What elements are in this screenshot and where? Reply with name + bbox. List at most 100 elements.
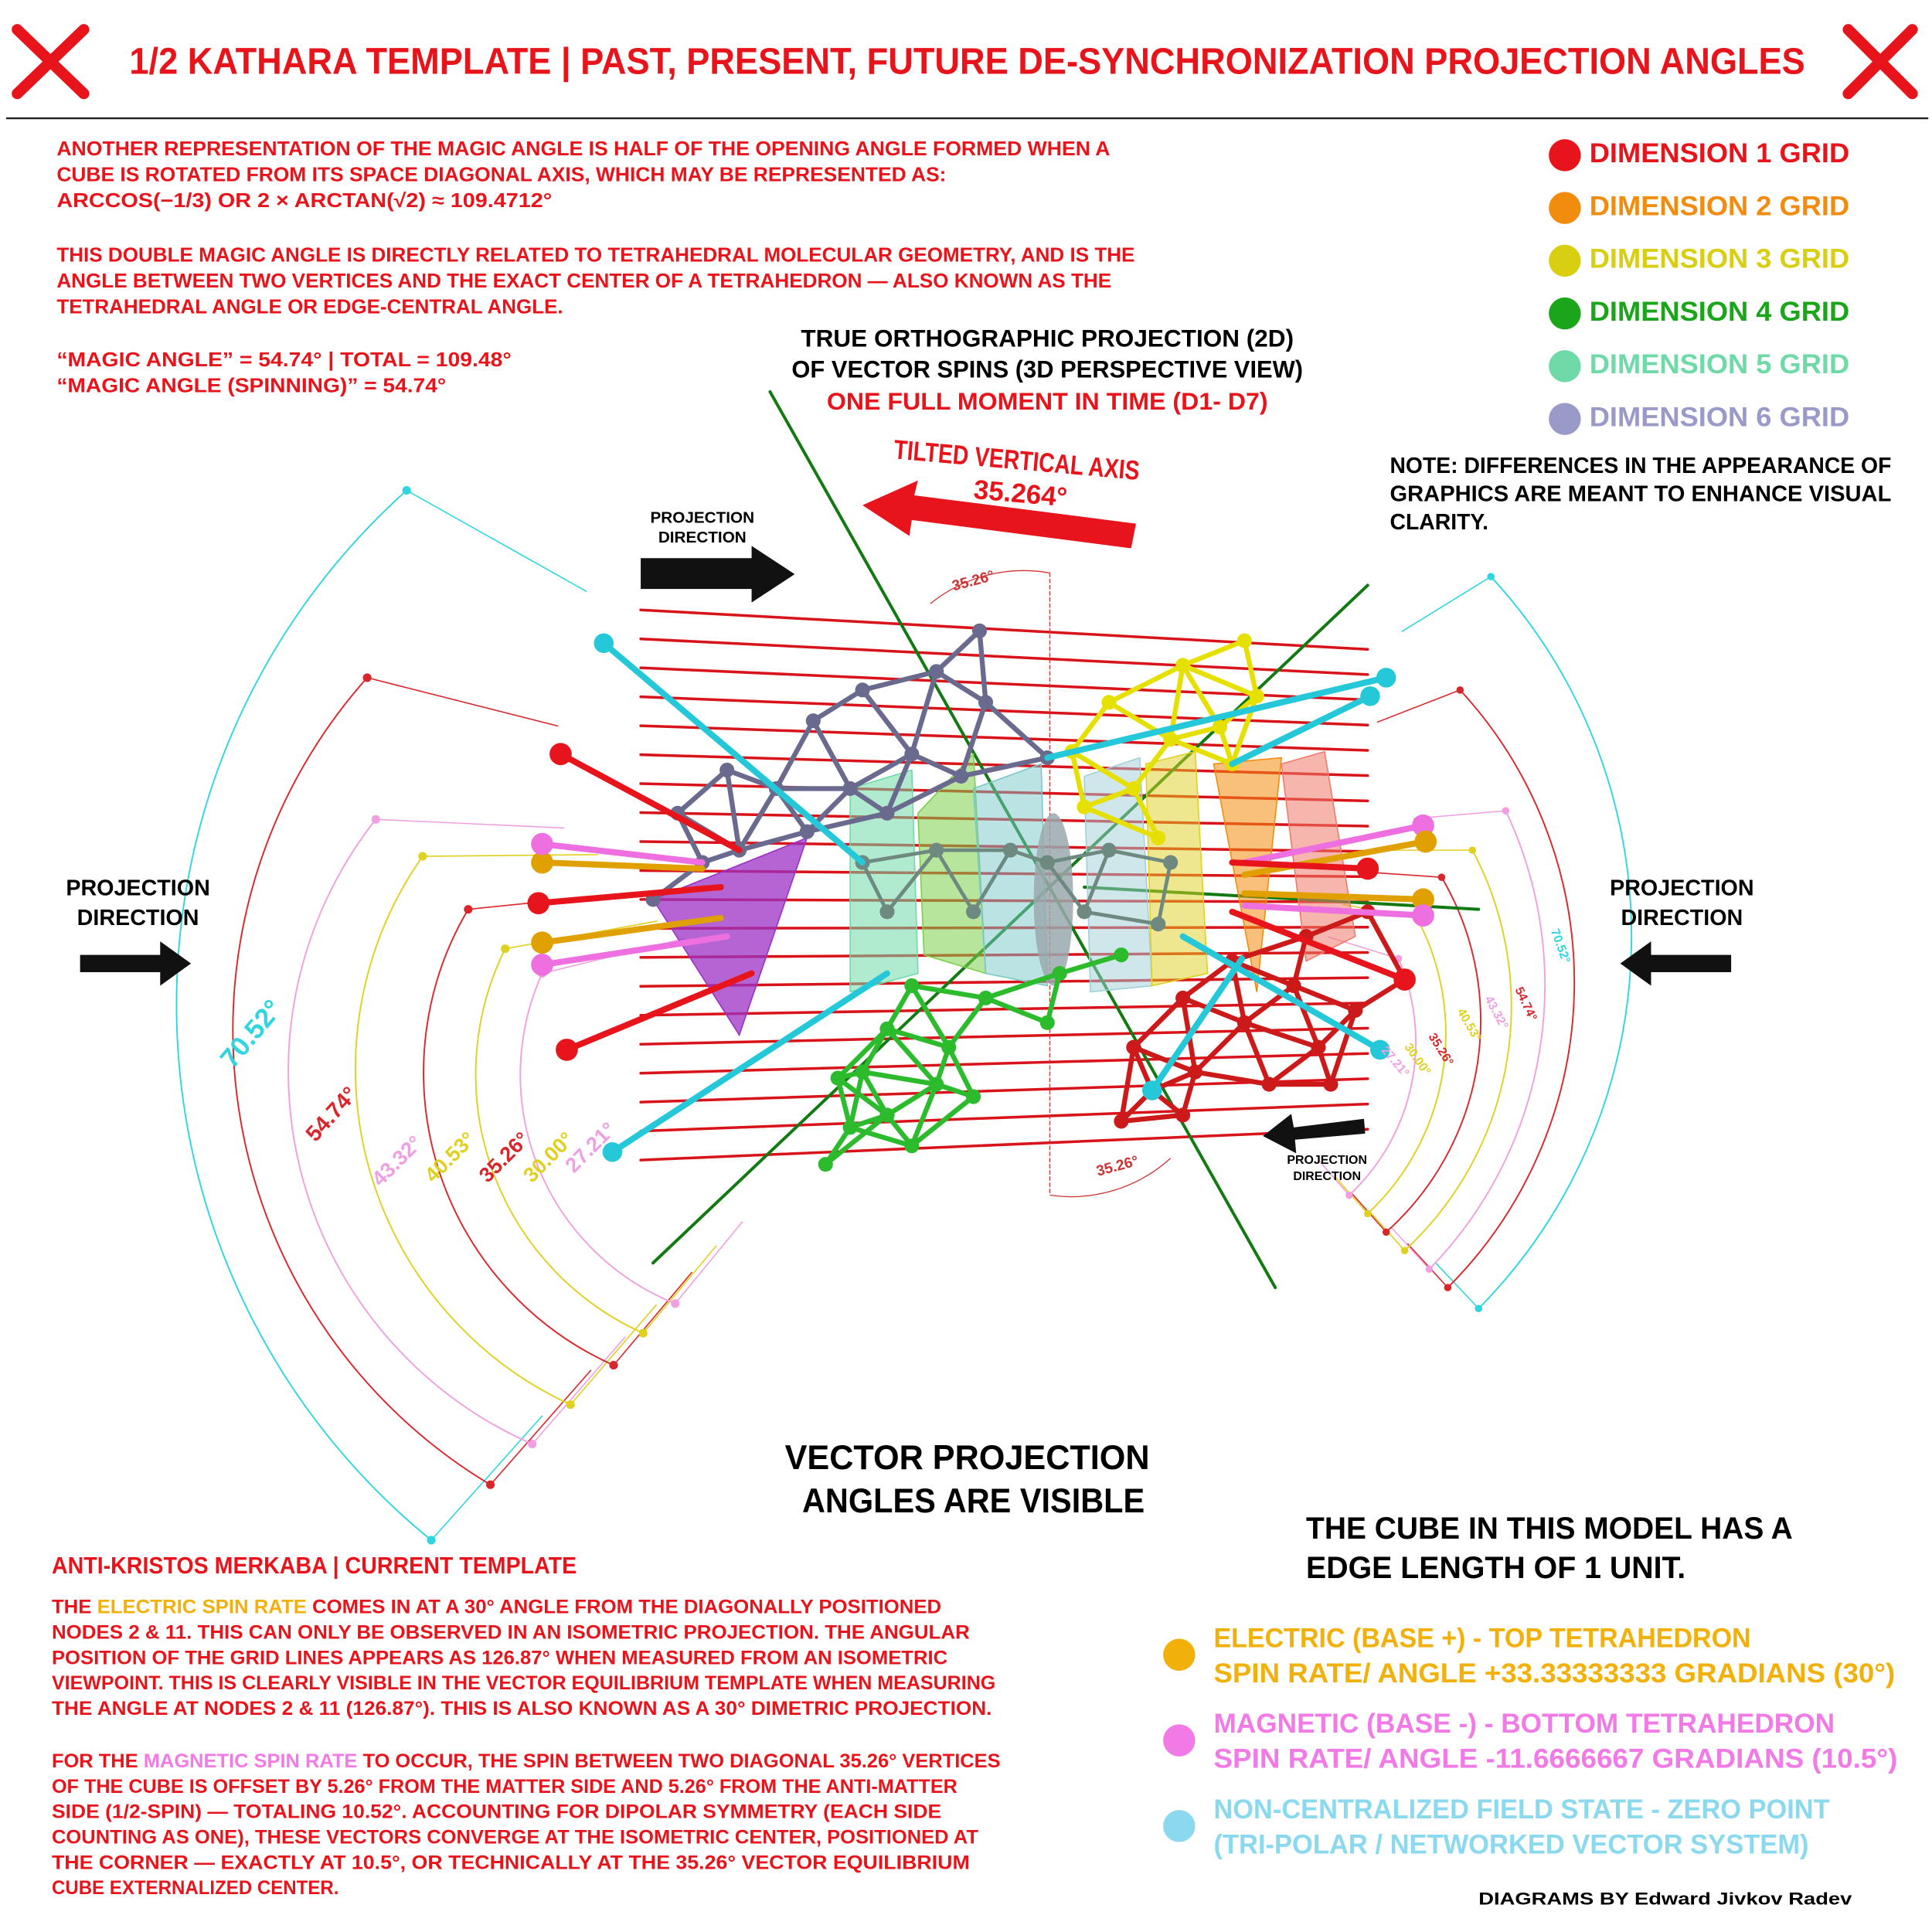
text-span: THE CORNER — EXACTLY AT 10.5°, OR TECHNI… — [52, 1852, 970, 1873]
vector-node — [531, 832, 553, 855]
body-text: CUBE EXTERNALIZED CENTER. — [52, 1878, 338, 1899]
mesh-edge — [909, 983, 988, 1001]
vector-node — [1414, 830, 1437, 853]
vector-line — [1241, 838, 1429, 879]
mesh-edge — [983, 995, 1050, 1026]
vector-node — [1393, 968, 1416, 991]
vector-node — [549, 743, 572, 766]
angle-arc — [1367, 917, 1447, 1215]
text-span: TO OCCUR, THE SPIN BETWEEN TWO DIAGONAL … — [362, 1751, 1000, 1772]
mesh-edge — [835, 1075, 890, 1118]
arc-end — [485, 1480, 495, 1489]
mesh-edge — [884, 983, 915, 1032]
mesh-edge — [977, 628, 988, 705]
angle-arc — [1049, 1158, 1172, 1198]
arc-end — [501, 944, 510, 954]
text-span: THE — [52, 1597, 91, 1617]
mesh-node — [1039, 855, 1055, 870]
vector-node — [1356, 857, 1379, 880]
close-icon-left — [12, 24, 90, 100]
mesh-edge — [1303, 909, 1370, 939]
vector-node — [1369, 1039, 1390, 1060]
key-swatch — [1163, 1724, 1196, 1757]
mesh-edge — [1081, 804, 1161, 841]
text-span: VIEWPOINT. THIS IS CLEARLY VISIBLE IN TH… — [52, 1673, 995, 1694]
arc-ray — [570, 1304, 658, 1406]
legend-label: DIMENSION 4 GRID — [1590, 297, 1849, 327]
arc-ray — [1401, 576, 1492, 632]
intro-text: “MAGIC ANGLE (SPINNING)” = 54.74° — [56, 375, 446, 396]
vector-line — [1044, 674, 1389, 761]
key-label: SPIN RATE/ ANGLE +33.33333333 GRADIANS (… — [1213, 1658, 1895, 1689]
mesh-node — [1249, 689, 1264, 704]
arc-ray — [1376, 689, 1461, 723]
arc-end — [418, 852, 427, 861]
mesh-node — [1077, 799, 1092, 815]
mesh-edge — [823, 1112, 890, 1167]
mesh-edge — [1107, 848, 1173, 865]
mesh-edge — [736, 829, 810, 853]
mesh-edge — [1242, 638, 1260, 699]
mesh-edge — [1106, 662, 1185, 705]
mesh-edge — [811, 718, 853, 791]
arc-end — [1487, 573, 1495, 580]
arc-ray — [613, 1271, 692, 1366]
mesh-edge — [1315, 1008, 1359, 1050]
vector-line — [539, 841, 706, 866]
mesh-edge — [1291, 983, 1321, 1050]
arc-end — [1456, 686, 1464, 694]
mesh-edge — [860, 848, 939, 865]
arrow — [1263, 1114, 1366, 1154]
mesh-edge — [934, 668, 988, 705]
mesh-edge — [1328, 1008, 1359, 1087]
arc-ray — [1318, 1160, 1350, 1196]
projection-graphic — [80, 139, 1732, 1842]
angle-arc — [1478, 576, 1633, 1309]
legend-swatch — [1549, 244, 1581, 277]
grid-line — [639, 976, 1369, 988]
projection-label: DIRECTION — [1293, 1170, 1361, 1183]
mesh-node — [1101, 695, 1117, 710]
arc-ray — [642, 1245, 717, 1334]
mesh-edge — [1365, 909, 1407, 982]
arc-end — [1468, 846, 1477, 854]
mesh-node — [1261, 1077, 1277, 1092]
arrow — [1620, 941, 1732, 986]
grid-line — [639, 1128, 1369, 1162]
mesh-node — [1187, 1064, 1203, 1080]
angle-label: 70.52° — [1548, 927, 1573, 965]
mesh-node — [805, 713, 821, 729]
mesh-edge — [958, 699, 988, 779]
angle-label: 40.53° — [420, 1127, 480, 1187]
text-span: THE ANGLE AT NODES 2 & 11 (126.87°). THI… — [52, 1699, 992, 1719]
mesh-node — [1151, 830, 1166, 845]
note-text: NOTE: DIFFERENCES IN THE APPEARANCE OF — [1389, 454, 1891, 478]
mesh-node — [1114, 947, 1129, 963]
mesh-edge — [1168, 724, 1223, 742]
credit: DIAGRAMS BY Edward Jivkov Radev — [1478, 1889, 1852, 1908]
mesh-node — [799, 824, 815, 839]
mesh-edge — [909, 751, 964, 779]
mesh-node — [1163, 732, 1179, 747]
close-icon-right — [1842, 24, 1918, 100]
key-label: SPIN RATE/ ANGLE -11.6666667 GRADIANS (1… — [1213, 1744, 1897, 1774]
arc-end — [427, 1536, 436, 1545]
mesh-edge — [909, 668, 939, 757]
mesh-edge — [835, 1026, 890, 1081]
angle-arc — [287, 818, 533, 1445]
mesh-node — [1163, 855, 1179, 870]
angle-label: 35.26° — [951, 568, 996, 595]
mesh-node — [1039, 1015, 1055, 1030]
vector-line — [1229, 692, 1373, 767]
text-span: COUNTING AS ONE), THESE VECTORS CONVERGE… — [52, 1827, 978, 1848]
mesh-edge — [1082, 848, 1111, 914]
vector-line — [539, 914, 724, 946]
plane — [917, 752, 987, 975]
mesh-edge — [1131, 786, 1161, 841]
mesh-node — [1126, 781, 1141, 796]
angle-label: 54.74° — [301, 1082, 362, 1146]
angle-arc — [1428, 810, 1546, 1270]
mesh-edge — [847, 1069, 866, 1131]
arc-end — [1475, 1304, 1483, 1313]
mesh-edge — [1069, 749, 1087, 810]
